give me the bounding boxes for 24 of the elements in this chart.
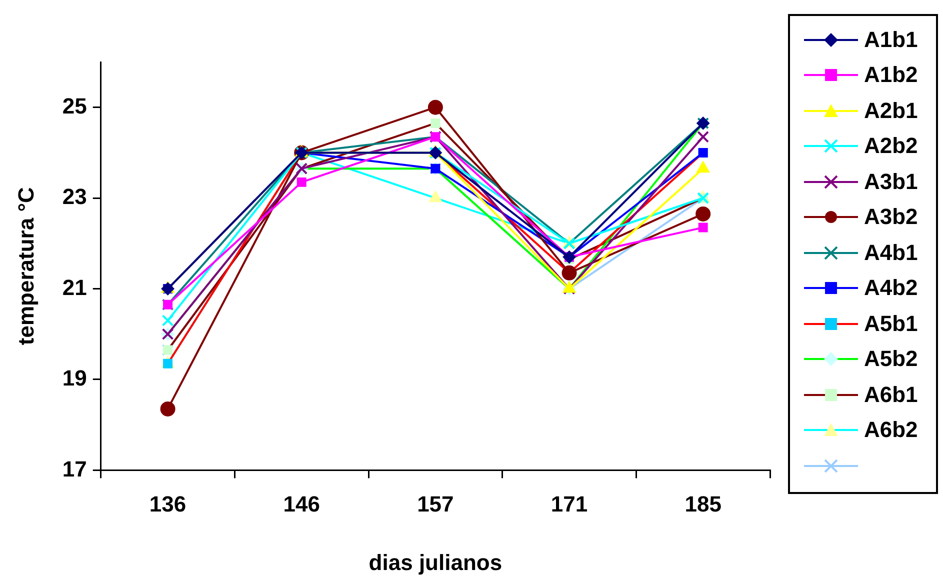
y-tick-label: 21 (62, 274, 87, 300)
legend-label: A4b2 (864, 275, 918, 302)
legend-label: A3b2 (864, 204, 918, 230)
legend-label: A4b1 (864, 240, 918, 266)
legend-label: A6b2 (864, 417, 918, 444)
legend-label: A1b1 (864, 26, 918, 53)
x-axis-title: dias julianos (368, 550, 502, 575)
legend-label: A2b1 (864, 98, 918, 124)
legend-label: A2b2 (864, 133, 918, 160)
legend-label: A5b2 (864, 346, 918, 372)
x-tick-label: 185 (684, 491, 722, 516)
legend-label: A1b2 (864, 62, 918, 88)
y-tick-label: 23 (62, 184, 87, 210)
legend-label: A5b1 (864, 310, 918, 337)
x-tick-label: 136 (149, 491, 186, 516)
y-tick-label: 25 (62, 93, 87, 118)
y-axis-title: temperatura °C (13, 187, 38, 346)
legend-label: A6b1 (864, 382, 918, 408)
x-tick-label: 146 (283, 491, 320, 516)
x-tick-label: 157 (417, 491, 454, 516)
y-tick-label: 17 (62, 456, 87, 482)
legend-label: A3b1 (864, 168, 918, 195)
x-tick-label: 171 (550, 491, 588, 516)
y-tick-label: 19 (62, 366, 87, 391)
